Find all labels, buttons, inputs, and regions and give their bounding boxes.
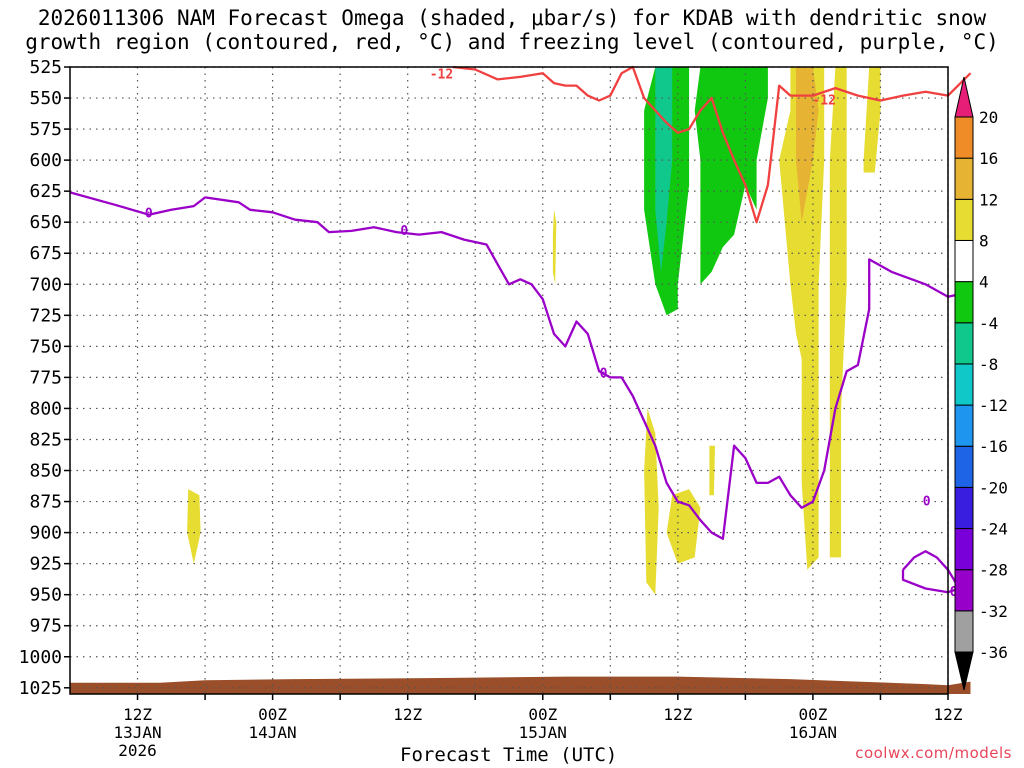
y-tick-label: 975 (29, 616, 62, 637)
colorbar-box (954, 322, 974, 365)
colorbar-box (954, 281, 974, 324)
contour-label: 0 (600, 367, 608, 382)
colorbar-label: 20 (979, 108, 998, 127)
title-line-1: 2026011306 NAM Forecast Omega (shaded, μ… (37, 6, 987, 30)
y-tick-label: 875 (29, 492, 62, 513)
y-tick-label: 525 (29, 57, 62, 78)
y-tick-label: 1000 (19, 647, 62, 668)
y-tick-label: 825 (29, 429, 62, 450)
chart-title: 2026011306 NAM Forecast Omega (shaded, μ… (0, 6, 1024, 54)
plot-frame (69, 66, 949, 695)
x-tick-label: 12Z (393, 705, 422, 724)
y-tick-label: 925 (29, 554, 62, 575)
x-tick-label: 00Z (528, 705, 557, 724)
y-tick-label: 850 (29, 461, 62, 482)
omega-region-2 (694, 67, 768, 285)
colorbar-box (954, 445, 974, 488)
x-tick-label: 12Z (934, 705, 963, 724)
terrain-ground (70, 676, 971, 694)
colorbar-label: -8 (979, 355, 998, 374)
x-tick-date: 13JAN (113, 723, 161, 742)
y-tick-label: 950 (29, 585, 62, 606)
credit-text: coolwx.com/models (855, 744, 1012, 762)
x-tick-label: 00Z (258, 705, 287, 724)
colorbar-box (954, 528, 974, 571)
colorbar-box (954, 486, 974, 530)
contour-line-1 (901, 550, 961, 594)
y-tick-label: 675 (29, 243, 62, 264)
colorbar-label: -20 (979, 478, 1008, 497)
y-tick-label: 900 (29, 523, 62, 544)
colorbar-label: -36 (979, 643, 1008, 662)
contour-label: 0 (145, 207, 153, 222)
colorbar-label: 12 (979, 190, 998, 209)
colorbar-label: 4 (979, 273, 989, 292)
y-tick-label: 550 (29, 88, 62, 109)
x-tick-date: 16JAN (789, 723, 837, 742)
colorbar-label: -28 (979, 561, 1008, 580)
colorbar-label: -32 (979, 602, 1008, 621)
omega-region-8 (666, 489, 701, 564)
contour-label: 0 (400, 224, 408, 239)
omega-region-7 (644, 408, 659, 595)
contour-line-2 (452, 65, 972, 224)
x-tick-label: 12Z (123, 705, 152, 724)
omega-region-9 (709, 445, 715, 496)
y-tick-label: 575 (29, 119, 62, 140)
y-tick-label: 600 (29, 150, 62, 171)
omega-region-11 (552, 209, 557, 285)
contour-label: -12 (812, 94, 835, 109)
x-tick-date: 15JAN (519, 723, 567, 742)
y-tick-label: 800 (29, 398, 62, 419)
colorbar-box (954, 116, 974, 159)
contour-label: 0 (950, 585, 958, 600)
y-tick-label: 750 (29, 336, 62, 357)
x-tick-label: 12Z (663, 705, 692, 724)
colorbar-label: -4 (979, 314, 998, 333)
y-tick-label: 625 (29, 181, 62, 202)
y-tick-label: 775 (29, 367, 62, 388)
y-tick-label: 650 (29, 212, 62, 233)
colorbar-label: 8 (979, 231, 989, 250)
colorbar-label: -24 (979, 520, 1008, 539)
colorbar-box (954, 569, 974, 612)
x-axis-label: Forecast Time (UTC) (400, 744, 618, 766)
omega-region-10 (187, 489, 201, 564)
colorbar-arrow-top (954, 76, 974, 118)
colorbar-label: -12 (979, 396, 1008, 415)
x-tick-year: 2026 (118, 741, 157, 760)
omega-region-6 (863, 67, 881, 173)
colorbar-box (954, 198, 974, 241)
omega-region-4 (796, 67, 819, 223)
colorbar-box (954, 404, 974, 447)
contour-label: -12 (430, 67, 453, 82)
colorbar-box (954, 157, 974, 200)
x-tick-label: 00Z (798, 705, 827, 724)
colorbar-box (954, 610, 974, 653)
omega-region-5 (829, 67, 847, 558)
y-tick-label: 700 (29, 274, 62, 295)
colorbar-box (954, 239, 974, 283)
y-tick-label: 725 (29, 305, 62, 326)
title-line-2: growth region (contoured, red, °C) and f… (25, 30, 999, 54)
omega-region-1 (655, 67, 673, 272)
colorbar-box (954, 363, 974, 406)
x-tick-date: 14JAN (249, 723, 297, 742)
contour-line-0 (69, 191, 971, 540)
colorbar-label: 16 (979, 149, 998, 168)
y-tick-label: 1025 (19, 678, 62, 699)
colorbar-label: -16 (979, 437, 1008, 456)
contour-label: 0 (923, 495, 931, 510)
